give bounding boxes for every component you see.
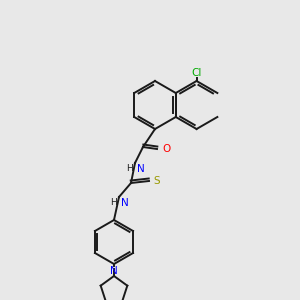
- Text: N: N: [137, 164, 145, 174]
- Text: H: H: [110, 198, 117, 207]
- Text: N: N: [121, 198, 129, 208]
- Text: H: H: [126, 164, 133, 173]
- Text: Cl: Cl: [191, 68, 202, 78]
- Text: O: O: [162, 144, 170, 154]
- Text: S: S: [153, 176, 160, 186]
- Text: N: N: [110, 266, 118, 276]
